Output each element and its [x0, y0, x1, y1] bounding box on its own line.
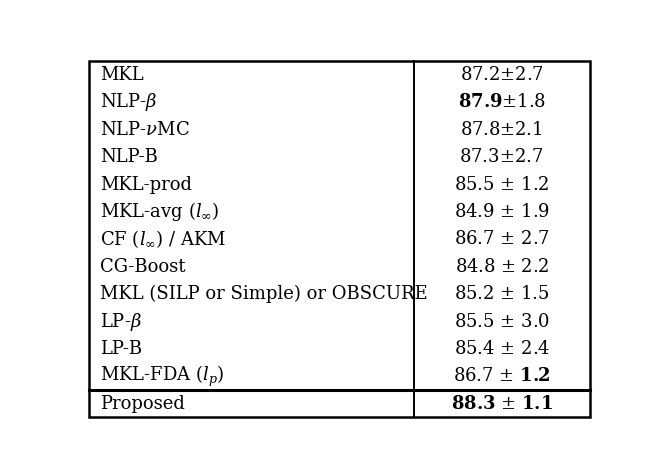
Text: 86.7 $\pm$ 2.7: 86.7 $\pm$ 2.7 — [453, 230, 549, 248]
Text: CF ($l_{\infty}$) / AKM: CF ($l_{\infty}$) / AKM — [100, 228, 226, 250]
Text: MKL: MKL — [100, 66, 144, 84]
Text: NLP-$\nu$MC: NLP-$\nu$MC — [100, 121, 190, 139]
Text: LP-$\beta$: LP-$\beta$ — [100, 310, 142, 333]
Text: 84.8 $\pm$ 2.2: 84.8 $\pm$ 2.2 — [455, 258, 549, 276]
Text: 85.5 $\pm$ 1.2: 85.5 $\pm$ 1.2 — [454, 175, 549, 193]
Text: 84.9 $\pm$ 1.9: 84.9 $\pm$ 1.9 — [453, 203, 549, 221]
Text: CG-Boost: CG-Boost — [100, 258, 186, 276]
Text: $\mathbf{87.9}$$\pm$1.8: $\mathbf{87.9}$$\pm$1.8 — [458, 93, 545, 111]
Text: NLP-B: NLP-B — [100, 148, 158, 166]
Text: MKL (SILP or Simple) or OBSCURE: MKL (SILP or Simple) or OBSCURE — [100, 285, 428, 303]
Text: LP-B: LP-B — [100, 340, 142, 358]
Text: 87.8$\pm$2.1: 87.8$\pm$2.1 — [460, 121, 543, 139]
Text: 86.7 $\pm$ $\mathbf{1.2}$: 86.7 $\pm$ $\mathbf{1.2}$ — [453, 367, 551, 385]
Text: 85.4 $\pm$ 2.4: 85.4 $\pm$ 2.4 — [453, 340, 550, 358]
Text: 87.2$\pm$2.7: 87.2$\pm$2.7 — [459, 66, 544, 84]
Text: $\mathbf{88.3}$ $\pm$ $\mathbf{1.1}$: $\mathbf{88.3}$ $\pm$ $\mathbf{1.1}$ — [451, 395, 553, 413]
Text: MKL-prod: MKL-prod — [100, 175, 192, 193]
Text: 87.3$\pm$2.7: 87.3$\pm$2.7 — [459, 148, 544, 166]
Text: 85.5 $\pm$ 3.0: 85.5 $\pm$ 3.0 — [453, 312, 549, 330]
Text: 85.2 $\pm$ 1.5: 85.2 $\pm$ 1.5 — [454, 285, 549, 303]
Text: NLP-$\beta$: NLP-$\beta$ — [100, 91, 158, 113]
Text: Proposed: Proposed — [100, 395, 185, 413]
Text: MKL-avg ($l_{\infty}$): MKL-avg ($l_{\infty}$) — [100, 201, 220, 223]
Text: MKL-FDA ($l_p$): MKL-FDA ($l_p$) — [100, 364, 224, 389]
